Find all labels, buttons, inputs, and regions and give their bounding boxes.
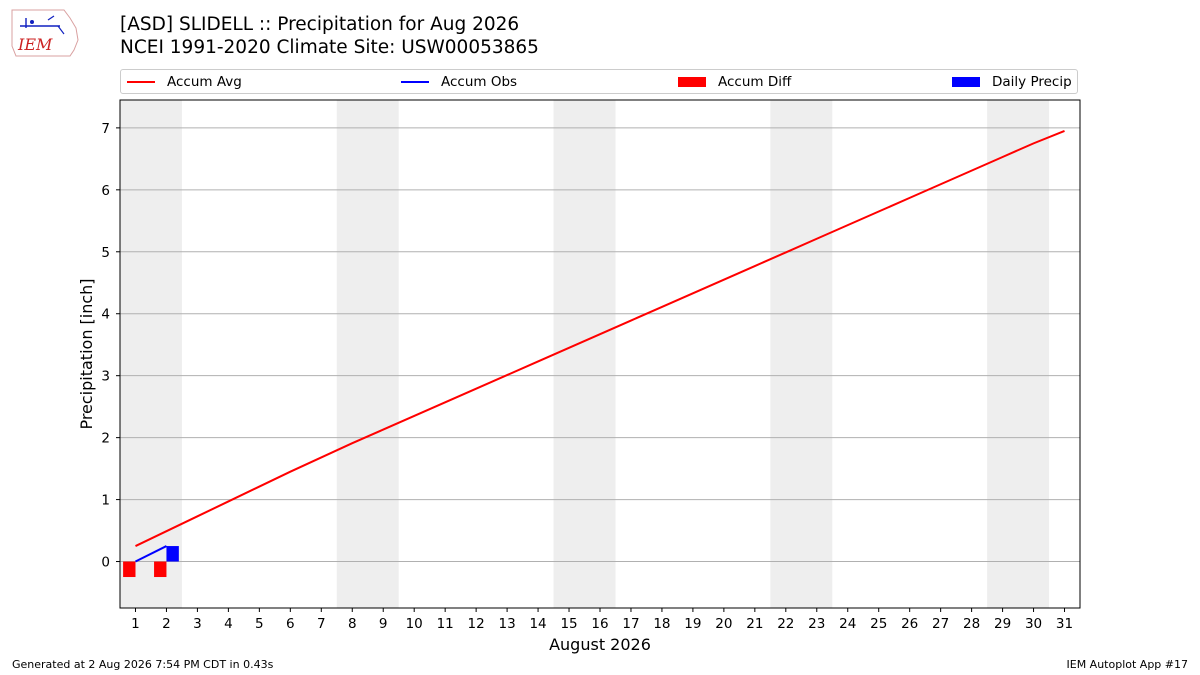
y-tick-label: 2 bbox=[101, 431, 110, 447]
y-tick-label: 7 bbox=[101, 121, 110, 137]
plot-frame bbox=[119, 99, 1081, 609]
legend-swatch-daily-precip bbox=[952, 76, 980, 87]
y-tick-label: 0 bbox=[101, 555, 110, 571]
x-tick-label: 29 bbox=[994, 616, 1011, 632]
x-tick-label: 3 bbox=[193, 616, 202, 632]
bar-accum-diff bbox=[154, 561, 167, 578]
x-tick-label: 12 bbox=[468, 616, 485, 632]
x-tick-label: 15 bbox=[560, 616, 577, 632]
x-tick-label: 26 bbox=[901, 616, 918, 632]
x-tick-label: 28 bbox=[963, 616, 980, 632]
legend-item-accum-obs: Accum Obs bbox=[401, 70, 517, 93]
y-tick-label: 5 bbox=[101, 245, 110, 261]
x-tick-label: 18 bbox=[653, 616, 670, 632]
x-tick-label: 24 bbox=[839, 616, 856, 632]
series-line-accum-avg bbox=[135, 130, 1065, 547]
legend-swatch-accum-obs bbox=[401, 80, 429, 83]
weekend-band bbox=[987, 100, 1050, 608]
legend-label-daily-precip: Daily Precip bbox=[992, 73, 1072, 90]
legend-swatch-accum-diff bbox=[678, 76, 706, 87]
x-tick-label: 23 bbox=[808, 616, 825, 632]
x-tick-label: 8 bbox=[348, 616, 357, 632]
x-axis-label: August 2026 bbox=[549, 635, 651, 654]
x-tick-label: 30 bbox=[1025, 616, 1042, 632]
y-tick-label: 6 bbox=[101, 183, 110, 199]
legend: Accum Avg Accum Obs Accum Diff Daily Pre… bbox=[120, 69, 1078, 94]
x-tick-label: 21 bbox=[746, 616, 763, 632]
legend-item-accum-avg: Accum Avg bbox=[127, 70, 242, 93]
x-tick-label: 9 bbox=[379, 616, 388, 632]
x-tick-label: 17 bbox=[622, 616, 639, 632]
x-tick-label: 31 bbox=[1056, 616, 1073, 632]
series-line-accum-obs bbox=[135, 545, 167, 563]
weekend-band bbox=[120, 100, 182, 608]
legend-label-accum-avg: Accum Avg bbox=[167, 73, 242, 90]
weekend-band bbox=[553, 100, 616, 608]
y-tick-label: 4 bbox=[101, 307, 110, 323]
x-tick-label: 4 bbox=[224, 616, 233, 632]
legend-item-accum-diff: Accum Diff bbox=[678, 70, 791, 93]
legend-swatch-accum-avg bbox=[127, 80, 155, 83]
x-tick-label: 5 bbox=[255, 616, 264, 632]
bar-accum-diff bbox=[123, 561, 136, 578]
x-tick-label: 11 bbox=[437, 616, 454, 632]
x-tick-label: 1 bbox=[131, 616, 140, 632]
x-tick-label: 27 bbox=[932, 616, 949, 632]
x-tick-label: 25 bbox=[870, 616, 887, 632]
x-tick-label: 14 bbox=[529, 616, 546, 632]
x-tick-label: 2 bbox=[162, 616, 171, 632]
x-tick-label: 7 bbox=[317, 616, 326, 632]
legend-item-daily-precip: Daily Precip bbox=[952, 70, 1072, 93]
footer-generated: Generated at 2 Aug 2026 7:54 PM CDT in 0… bbox=[12, 658, 274, 671]
y-tick-label: 1 bbox=[101, 493, 110, 509]
x-tick-label: 13 bbox=[499, 616, 516, 632]
footer-app: IEM Autoplot App #17 bbox=[1066, 658, 1189, 671]
x-tick-label: 6 bbox=[286, 616, 295, 632]
x-tick-label: 16 bbox=[591, 616, 608, 632]
x-tick-label: 10 bbox=[406, 616, 423, 632]
x-tick-label: 19 bbox=[684, 616, 701, 632]
bar-daily-precip bbox=[166, 546, 179, 562]
title-line-2: NCEI 1991-2020 Climate Site: USW00053865 bbox=[120, 37, 539, 58]
x-tick-label: 20 bbox=[715, 616, 732, 632]
legend-label-accum-diff: Accum Diff bbox=[718, 73, 792, 90]
legend-label-accum-obs: Accum Obs bbox=[441, 73, 518, 90]
chart-title: [ASD] SLIDELL :: Precipitation for Aug 2… bbox=[120, 13, 539, 59]
title-line-1: [ASD] SLIDELL :: Precipitation for Aug 2… bbox=[120, 14, 520, 35]
logo-text: IEM bbox=[17, 35, 53, 54]
y-tick-label: 3 bbox=[101, 369, 110, 385]
iem-logo: IEM bbox=[11, 9, 79, 57]
x-tick-label: 22 bbox=[777, 616, 794, 632]
y-axis-label: Precipitation [inch] bbox=[77, 278, 96, 429]
weekend-band bbox=[770, 100, 833, 608]
weekend-band bbox=[336, 100, 399, 608]
